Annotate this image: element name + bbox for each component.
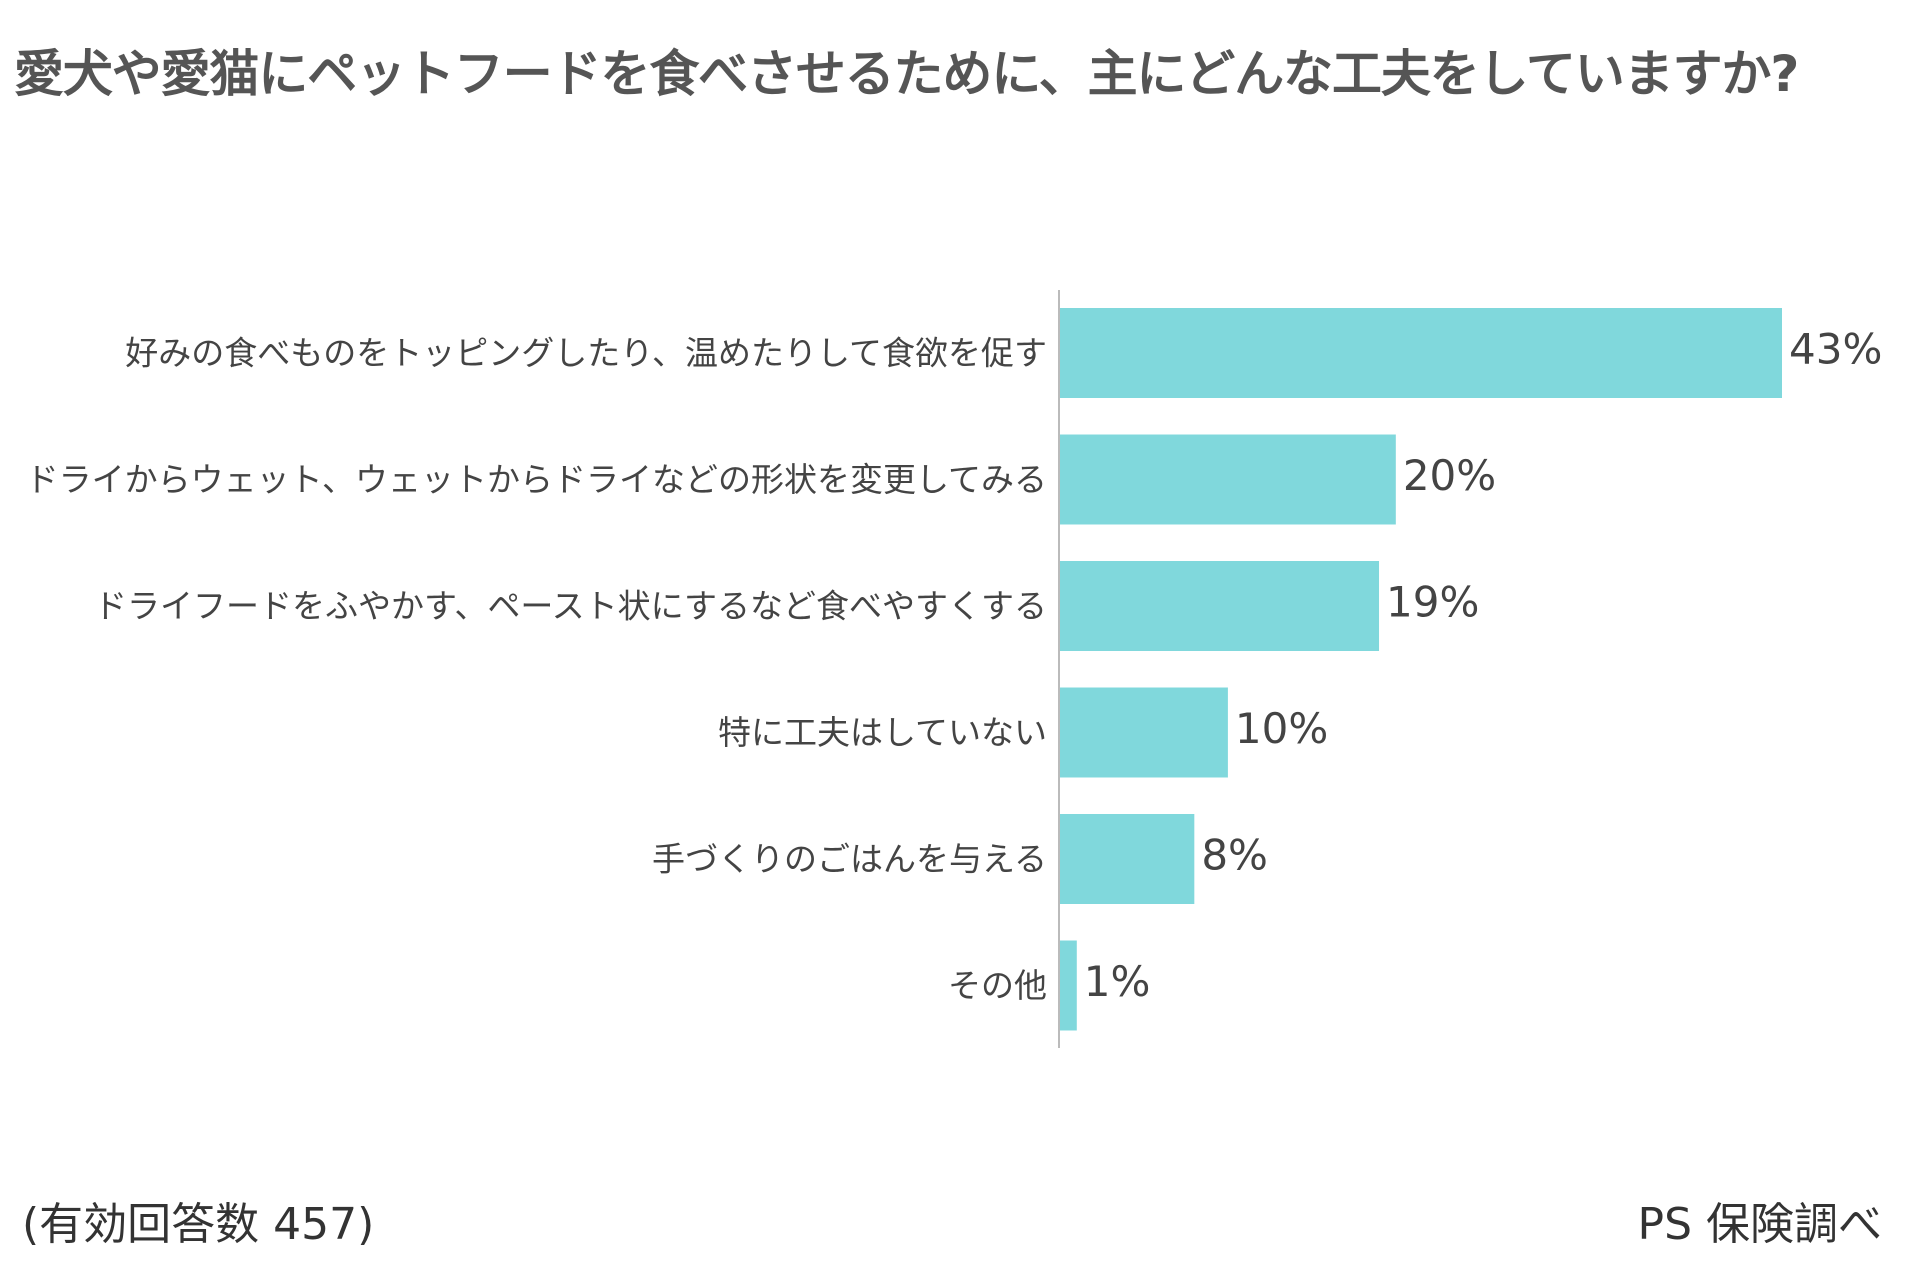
bar xyxy=(1060,561,1380,651)
bar xyxy=(1060,687,1228,778)
bar xyxy=(1060,308,1782,398)
value-label: 19% xyxy=(1386,578,1479,627)
category-label: 特に工夫はしていない xyxy=(718,713,1047,752)
category-label: 好みの食べものをトッピングしたり、温めたりして食欲を促す xyxy=(125,334,1047,373)
category-label: 手づくりのごはんを与える xyxy=(652,840,1047,879)
value-label: 1% xyxy=(1084,957,1151,1006)
value-label: 8% xyxy=(1201,831,1268,880)
bar-row: ドライフードをふやかす、ペースト状にするなど食べやすくする 19% xyxy=(94,561,1479,651)
category-label: ドライフードをふやかす、ペースト状にするなど食べやすくする xyxy=(94,587,1047,626)
value-label: 10% xyxy=(1235,704,1328,753)
sample-size-note: (有効回答数 457) xyxy=(22,1199,375,1250)
bar-row: ドライからウェット、ウェットからドライなどの形状を変更してみる 20% xyxy=(26,434,1496,525)
bar-row: その他 1% xyxy=(948,940,1151,1031)
bar-row: 特に工夫はしていない 10% xyxy=(718,687,1328,778)
bar xyxy=(1060,434,1396,525)
chart-title: 愛犬や愛猫にペットフードを食べさせるために、主にどんな工夫をしていますか? xyxy=(14,45,1799,103)
bar xyxy=(1060,814,1195,904)
category-label: その他 xyxy=(948,966,1047,1005)
value-label: 43% xyxy=(1789,325,1882,374)
bar-row: 好みの食べものをトッピングしたり、温めたりして食欲を促す 43% xyxy=(125,308,1882,398)
category-label: ドライからウェット、ウェットからドライなどの形状を変更してみる xyxy=(26,460,1047,499)
bar-row: 手づくりのごはんを与える 8% xyxy=(652,814,1268,904)
value-label: 20% xyxy=(1403,451,1496,500)
bar xyxy=(1060,940,1077,1031)
source-credit: PS 保険調べ xyxy=(1637,1199,1882,1250)
